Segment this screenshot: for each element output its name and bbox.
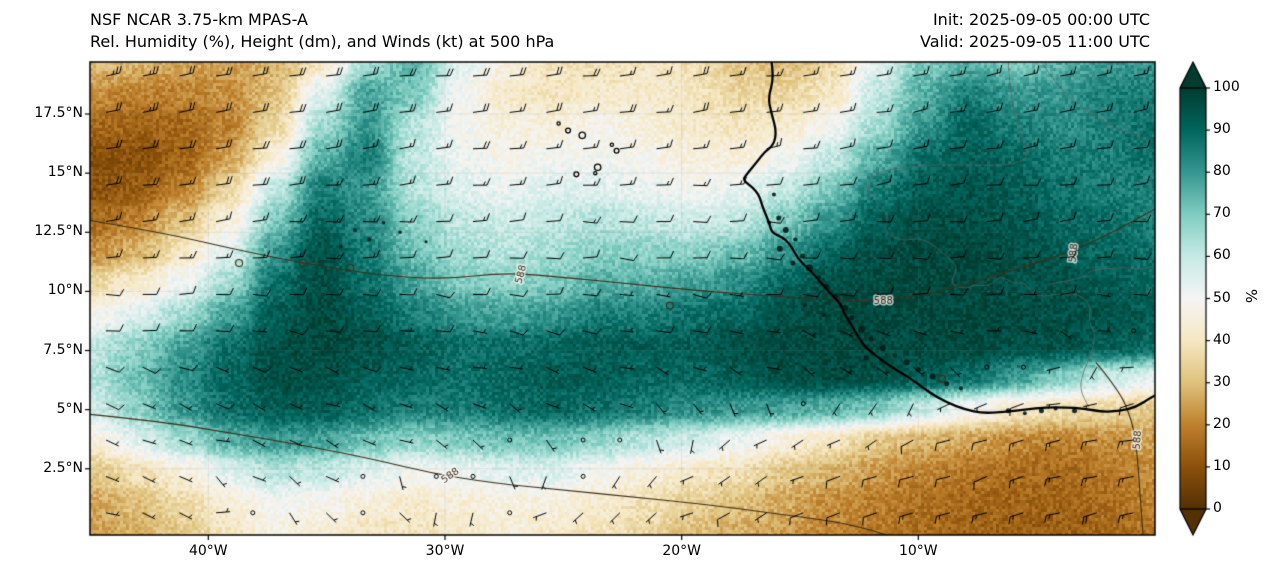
- x-tick-label: 30°W: [425, 543, 465, 559]
- colorbar-tick-label: 30: [1213, 373, 1231, 390]
- colorbar-tick-label: 100: [1213, 79, 1240, 95]
- colorbar-tick-label: 10: [1213, 457, 1231, 474]
- colorbar-tick-label: 50: [1213, 289, 1231, 306]
- colorbar-tick-label: 60: [1213, 247, 1231, 264]
- colorbar-tick-label: 20: [1213, 415, 1231, 432]
- colorbar-unit-label: %: [1242, 288, 1261, 304]
- y-tick-label: 2.5°N: [43, 459, 83, 476]
- y-tick-label: 15°N: [47, 164, 83, 181]
- y-tick-label: 7.5°N: [43, 341, 83, 358]
- y-tick-label: 17.5°N: [34, 105, 83, 122]
- y-tick-label: 10°N: [47, 282, 83, 299]
- y-tick-label: 5°N: [56, 400, 83, 417]
- x-tick-label: 40°W: [188, 543, 228, 559]
- colorbar-tick-label: 90: [1213, 121, 1231, 138]
- x-tick-label: 20°W: [662, 543, 701, 559]
- y-tick-label: 12.5°N: [34, 223, 83, 240]
- colorbar-tick-label: 0: [1213, 500, 1222, 516]
- colorbar-tick-label: 70: [1213, 205, 1231, 222]
- x-tick-label: 10°W: [898, 543, 938, 559]
- colorbar-tick-label: 40: [1213, 331, 1231, 348]
- colorbar-tick-label: 80: [1213, 163, 1231, 180]
